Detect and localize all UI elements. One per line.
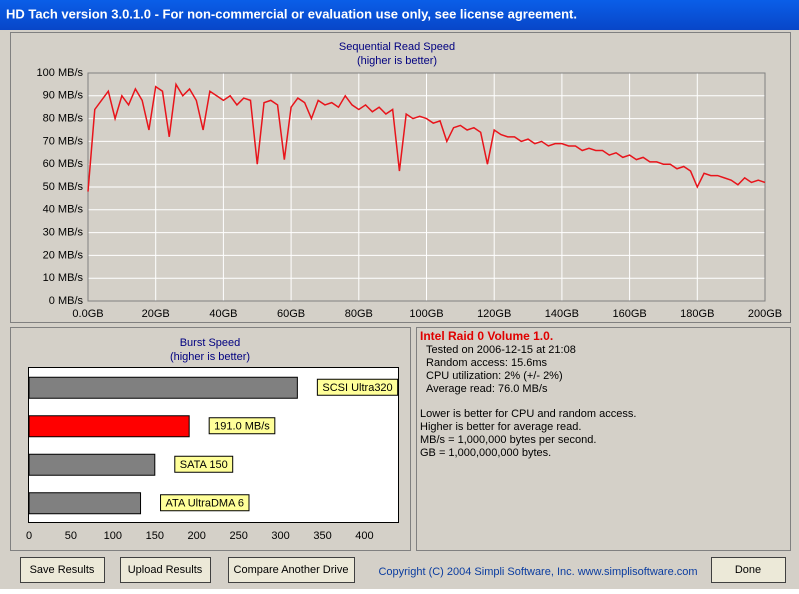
info-line: Tested on 2006-12-15 at 21:08 [426, 344, 576, 356]
button-label: Save Results [30, 564, 95, 576]
copyright: Copyright (C) 2004 Simpli Software, Inc.… [378, 566, 697, 578]
y-tick-label: 70 MB/s [43, 135, 84, 147]
window-title: HD Tach version 3.0.1.0 - For non-commer… [6, 6, 577, 21]
button-face [120, 557, 211, 583]
x-tick-label: 0.0GB [72, 308, 103, 320]
y-tick-label: 10 MB/s [43, 272, 84, 284]
button[interactable]: Save Results [20, 557, 105, 583]
y-tick-label: 30 MB/s [43, 227, 84, 239]
button-label: Compare Another Drive [234, 564, 349, 576]
info-note: Higher is better for average read. [420, 421, 581, 433]
y-tick-label: 100 MB/s [37, 67, 84, 79]
bar [28, 376, 298, 399]
x-tick-label: 350 [313, 530, 331, 542]
button-face [20, 557, 105, 583]
button[interactable]: Done [711, 557, 786, 583]
button-face [228, 557, 355, 583]
x-tick-label: 80GB [345, 308, 373, 320]
chart-subtitle: (higher is better) [170, 351, 250, 363]
x-tick-label: 180GB [680, 308, 714, 320]
info-line: CPU utilization: 2% (+/- 2%) [426, 370, 563, 382]
bar [28, 415, 190, 438]
bar-label-box [174, 455, 234, 473]
chart-subtitle: (higher is better) [357, 55, 437, 67]
y-tick-label: 20 MB/s [43, 249, 84, 261]
bar-label: SCSI Ultra320 [322, 382, 392, 394]
info-note: MB/s = 1,000,000 bytes per second. [420, 434, 596, 446]
x-tick-label: 60GB [277, 308, 305, 320]
info-title: Intel Raid 0 Volume 1.0. [420, 329, 553, 343]
x-tick-label: 120GB [477, 308, 511, 320]
y-tick-label: 40 MB/s [43, 204, 84, 216]
bar-label: 191.0 MB/s [214, 421, 270, 433]
y-tick-label: 80 MB/s [43, 113, 84, 125]
bar-label: SATA 150 [180, 459, 228, 471]
button-label: Done [735, 564, 761, 576]
x-tick-label: 50 [65, 530, 77, 542]
info-line: Average read: 76.0 MB/s [426, 383, 548, 395]
bar [28, 453, 156, 476]
read-speed-line [87, 82, 766, 192]
chart-title: Sequential Read Speed [339, 41, 455, 53]
x-tick-label: 160GB [612, 308, 646, 320]
bar-label-box [208, 417, 276, 435]
panel-burst [10, 327, 411, 551]
x-tick-label: 0 [26, 530, 32, 542]
x-tick-label: 150 [146, 530, 164, 542]
x-tick-label: 40GB [209, 308, 237, 320]
bar [28, 492, 142, 515]
y-tick-label: 90 MB/s [43, 90, 84, 102]
x-tick-label: 400 [355, 530, 373, 542]
bar-label-box [316, 378, 399, 396]
button-face [711, 557, 786, 583]
y-tick-label: 0 MB/s [49, 295, 84, 307]
bar-label-box [160, 494, 250, 512]
x-tick-label: 200GB [748, 308, 782, 320]
x-tick-label: 300 [271, 530, 289, 542]
x-tick-label: 140GB [545, 308, 579, 320]
x-tick-label: 250 [229, 530, 247, 542]
panel-top [10, 32, 791, 323]
bar-label: ATA UltraDMA 6 [166, 498, 244, 510]
info-note: Lower is better for CPU and random acces… [420, 408, 636, 420]
y-tick-label: 50 MB/s [43, 181, 84, 193]
x-tick-label: 100GB [409, 308, 443, 320]
info-note: GB = 1,000,000,000 bytes. [420, 447, 551, 459]
button[interactable]: Upload Results [120, 557, 211, 583]
x-tick-label: 20GB [142, 308, 170, 320]
x-tick-label: 200 [188, 530, 206, 542]
button[interactable]: Compare Another Drive [228, 557, 355, 583]
title-bar [0, 0, 799, 30]
panel-info [416, 327, 791, 551]
info-line: Random access: 15.6ms [426, 357, 548, 369]
chart-title: Burst Speed [180, 337, 241, 349]
button-label: Upload Results [128, 564, 203, 576]
x-tick-label: 100 [104, 530, 122, 542]
y-tick-label: 60 MB/s [43, 158, 84, 170]
